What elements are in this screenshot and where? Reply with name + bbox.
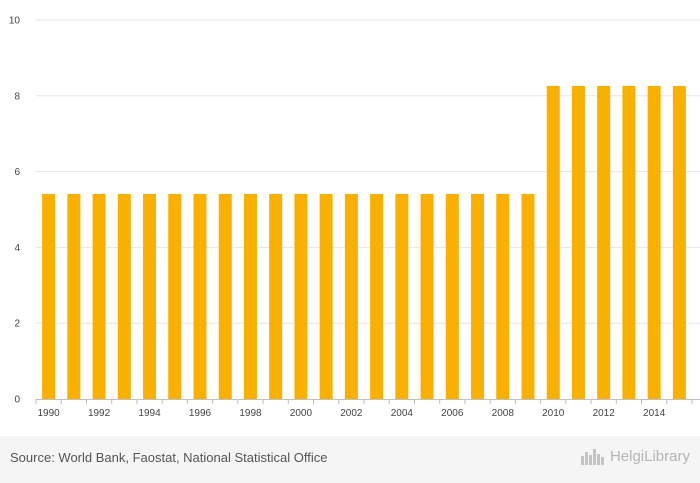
skyline-icon bbox=[580, 449, 604, 465]
bar[interactable] bbox=[471, 193, 485, 399]
bar[interactable] bbox=[395, 193, 409, 399]
bar[interactable] bbox=[571, 85, 585, 400]
bar[interactable] bbox=[92, 193, 106, 399]
bar[interactable] bbox=[521, 193, 535, 399]
bar[interactable] bbox=[319, 193, 333, 399]
bar[interactable] bbox=[218, 193, 232, 399]
y-tick-label: 10 bbox=[9, 16, 21, 27]
x-tick-label: 1996 bbox=[189, 408, 212, 419]
bar[interactable] bbox=[42, 193, 56, 399]
y-tick-label: 8 bbox=[14, 91, 20, 102]
y-tick-label: 0 bbox=[14, 395, 20, 406]
bar[interactable] bbox=[370, 193, 384, 399]
x-tick-label: 2002 bbox=[340, 408, 363, 419]
x-tick-label: 2006 bbox=[441, 408, 464, 419]
y-tick-label: 2 bbox=[14, 319, 20, 330]
bar[interactable] bbox=[496, 193, 510, 399]
y-tick-label: 4 bbox=[14, 243, 20, 254]
bar[interactable] bbox=[117, 193, 131, 399]
bar[interactable] bbox=[243, 193, 257, 399]
bar[interactable] bbox=[445, 193, 459, 399]
x-tick-label: 1994 bbox=[138, 408, 161, 419]
x-tick-label: 2014 bbox=[643, 408, 666, 419]
bar[interactable] bbox=[344, 193, 358, 399]
x-tick-label: 2004 bbox=[391, 408, 414, 419]
helgilibrary-logo[interactable]: HelgiLibrary bbox=[580, 447, 690, 465]
x-tick-label: 1990 bbox=[37, 408, 60, 419]
source-text: Source: World Bank, Faostat, National St… bbox=[10, 450, 328, 465]
y-tick-label: 6 bbox=[14, 167, 20, 178]
bar[interactable] bbox=[622, 85, 636, 400]
bar[interactable] bbox=[143, 193, 157, 399]
x-tick-label: 1992 bbox=[88, 408, 111, 419]
logo-text: HelgiLibrary bbox=[609, 447, 690, 465]
bar[interactable] bbox=[546, 85, 560, 400]
bar[interactable] bbox=[294, 193, 308, 399]
bar[interactable] bbox=[67, 193, 81, 399]
bar[interactable] bbox=[168, 193, 182, 399]
x-tick-label: 2008 bbox=[492, 408, 515, 419]
bar[interactable] bbox=[420, 193, 434, 399]
bar[interactable] bbox=[672, 85, 686, 400]
x-tick-label: 2010 bbox=[542, 408, 565, 419]
x-tick-label: 1998 bbox=[239, 408, 262, 419]
footer: Source: World Bank, Faostat, National St… bbox=[0, 436, 700, 483]
bar[interactable] bbox=[597, 85, 611, 400]
chart-area: 0 2 4 6 8 10 1990 1992 1994 1996 1998 2000 2002 2004 2… bbox=[9, 16, 700, 419]
bar[interactable] bbox=[269, 193, 283, 399]
x-tick-label: 2000 bbox=[290, 408, 313, 419]
bar-chart: 0 2 4 6 8 10 1990 1992 1994 1996 1998 2000 2002 2004 2… bbox=[9, 16, 700, 419]
x-tick-label: 2012 bbox=[593, 408, 616, 419]
bar[interactable] bbox=[193, 193, 207, 399]
bar[interactable] bbox=[647, 85, 661, 400]
